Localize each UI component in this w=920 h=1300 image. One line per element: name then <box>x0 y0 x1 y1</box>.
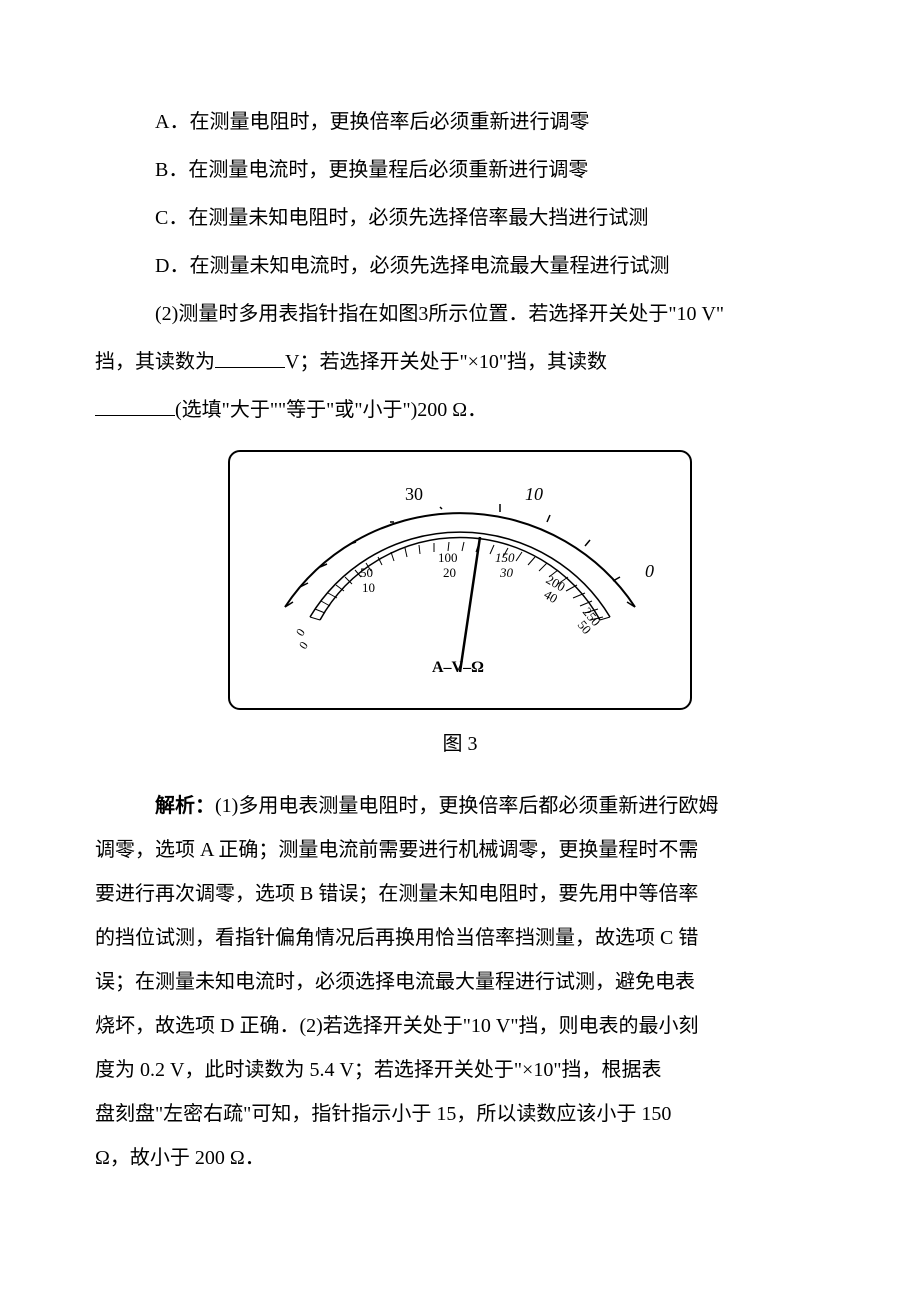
analysis-body-1: (1)多用电表测量电阻时，更换倍率后都必须重新进行欧姆 <box>215 795 718 817</box>
analysis-line-7: 度为 0.2 V，此时读数为 5.4 V；若选择开关处于"×10"挡，根据表 <box>70 1048 850 1092</box>
analysis-line-9: Ω，故小于 200 Ω． <box>70 1136 850 1180</box>
option-b: B．在测量电流时，更换量程后必须重新进行调零 <box>70 148 850 192</box>
scale-20: 20 <box>443 565 456 580</box>
q2-line2: 挡，其读数为 V；若选择开关处于"×10"挡，其读数 <box>70 340 850 384</box>
scale-150: 150 <box>495 550 515 565</box>
q2-line3: (选填"大于""等于"或"小于")200 Ω． <box>70 388 850 432</box>
scale-100: 100 <box>438 550 458 565</box>
analysis-line-4: 的挡位试测，看指针偏角情况后再换用恰当倍率挡测量，故选项 C 错 <box>70 916 850 960</box>
analysis-prefix: 解析： <box>155 795 215 817</box>
option-a: A．在测量电阻时，更换倍率后必须重新进行调零 <box>70 100 850 144</box>
meter-label: A–V–Ω <box>432 659 484 676</box>
scale-10: 10 <box>362 580 375 595</box>
meter-needle <box>460 537 480 672</box>
option-c: C．在测量未知电阻时，必须先选择倍率最大挡进行试测 <box>70 196 850 240</box>
q2-line2-b: V；若选择开关处于"×10"挡，其读数 <box>285 351 607 373</box>
q2-line2-a: 挡，其读数为 <box>95 351 215 373</box>
ohm-10: 10 <box>525 484 543 504</box>
ohm-0: 0 <box>645 561 654 581</box>
analysis-line-5: 误；在测量未知电流时，必须选择电流最大量程进行试测，避免电表 <box>70 960 850 1004</box>
analysis-line-3: 要进行再次调零，选项 B 错误；在测量未知电阻时，要先用中等倍率 <box>70 872 850 916</box>
meter-box: 30 10 0 <box>228 450 692 710</box>
analysis-line-1: 解析：(1)多用电表测量电阻时，更换倍率后都必须重新进行欧姆 <box>70 784 850 828</box>
scale-50: 50 <box>360 565 373 580</box>
figure-3: 30 10 0 <box>70 450 850 710</box>
scale-0b: 0 <box>296 639 311 652</box>
analysis-line-2: 调零，选项 A 正确；测量电流前需要进行机械调零，更换量程时不需 <box>70 828 850 872</box>
scale-30: 30 <box>499 565 514 580</box>
figure-caption: 图 3 <box>70 722 850 766</box>
blank-1 <box>215 348 285 368</box>
meter-svg: 30 10 0 <box>240 462 680 682</box>
option-d: D．在测量未知电流时，必须先选择电流最大量程进行试测 <box>70 244 850 288</box>
ohm-30: 30 <box>405 484 423 504</box>
blank-2 <box>95 396 175 416</box>
analysis-line-6: 烧坏，故选项 D 正确．(2)若选择开关处于"10 V"挡，则电表的最小刻 <box>70 1004 850 1048</box>
q2-line1: (2)测量时多用表指针指在如图3所示位置．若选择开关处于"10 V" <box>70 292 850 336</box>
q2-line3-a: (选填"大于""等于"或"小于")200 Ω． <box>175 399 487 421</box>
scale-0: 0 <box>293 626 308 639</box>
analysis-line-8: 盘刻盘"左密右疏"可知，指针指示小于 15，所以读数应该小于 150 <box>70 1092 850 1136</box>
